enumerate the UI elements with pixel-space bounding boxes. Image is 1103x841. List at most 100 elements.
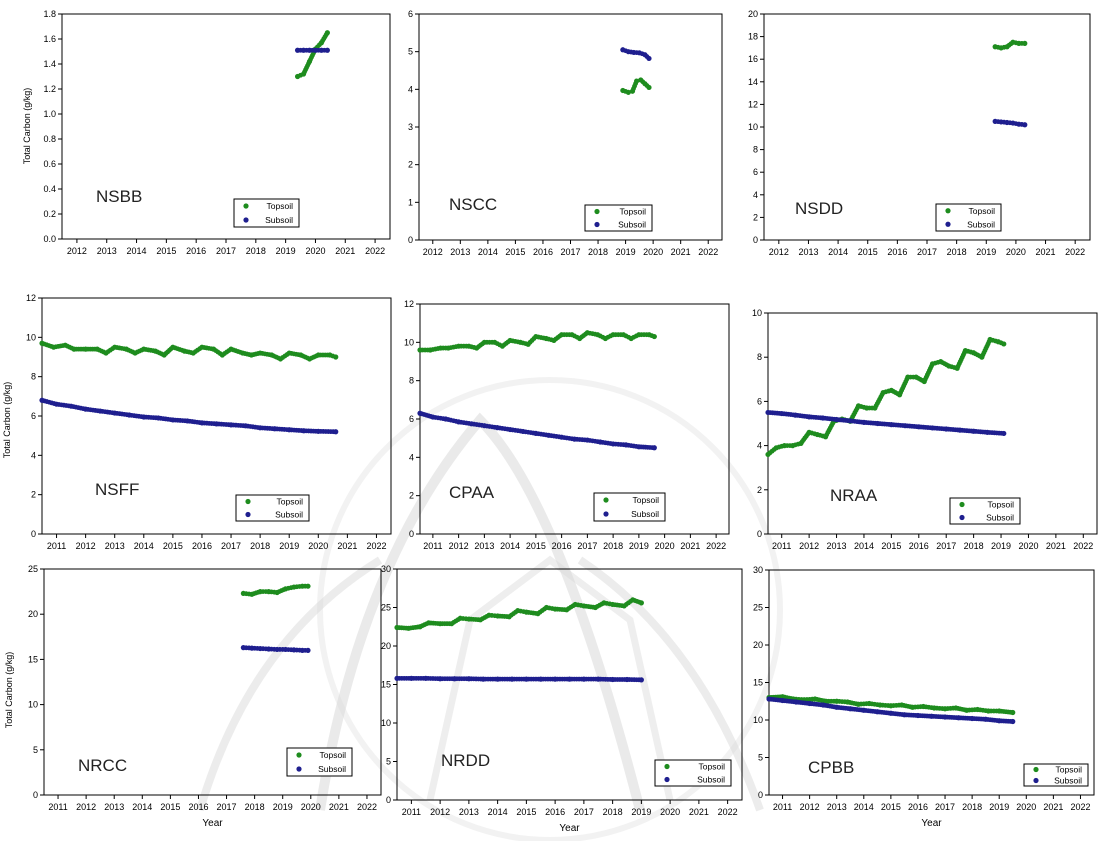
y-tick-label: 25 bbox=[753, 603, 763, 613]
y-tick-label: 5 bbox=[758, 753, 763, 763]
x-tick-label: 2021 bbox=[680, 541, 700, 551]
series-subsoil bbox=[39, 397, 339, 435]
x-tick-label: 2017 bbox=[560, 247, 580, 257]
y-tick-label: 0.4 bbox=[43, 184, 56, 194]
x-tick-label: 2014 bbox=[854, 541, 874, 551]
x-tick-label: 2020 bbox=[308, 541, 328, 551]
y-tick-label: 8 bbox=[31, 372, 36, 382]
y-tick-label: 0 bbox=[758, 790, 763, 800]
x-tick-label: 2013 bbox=[798, 247, 818, 257]
legend-marker-subsoil bbox=[603, 511, 609, 517]
x-tick-label: 2011 bbox=[772, 541, 791, 551]
x-tick-label: 2017 bbox=[935, 802, 955, 812]
series-subsoil bbox=[240, 645, 311, 653]
x-tick-label: 2018 bbox=[962, 802, 982, 812]
x-tick-label: 2018 bbox=[250, 541, 270, 551]
y-tick-label: 3 bbox=[408, 122, 413, 132]
data-point bbox=[1010, 709, 1016, 716]
x-tick-label: 2015 bbox=[881, 802, 901, 812]
x-tick-label: 2022 bbox=[1070, 802, 1090, 812]
y-tick-label: 0 bbox=[386, 795, 391, 805]
legend-marker-subsoil bbox=[296, 766, 302, 772]
legend-marker-subsoil bbox=[945, 221, 951, 227]
y-tick-label: 6 bbox=[408, 9, 413, 19]
y-axis-label: Total Carbon (g/kg) bbox=[22, 88, 32, 165]
y-tick-label: 2 bbox=[753, 212, 758, 222]
y-tick-label: 6 bbox=[753, 167, 758, 177]
x-tick-label: 2022 bbox=[357, 802, 377, 812]
x-tick-label: 2018 bbox=[964, 541, 984, 551]
legend-marker-subsoil bbox=[594, 221, 600, 228]
x-tick-label: 2019 bbox=[991, 541, 1011, 551]
data-point bbox=[638, 600, 644, 606]
x-tick-label: 2017 bbox=[217, 802, 237, 812]
chart-panel-nraa: 0 2 4 6 8 10 2011 2012 2013 2014 2015 2016 2017 2018 2… bbox=[752, 308, 1098, 551]
data-point bbox=[1022, 122, 1028, 128]
y-tick-label: 30 bbox=[753, 565, 763, 575]
x-tick-label: 2017 bbox=[936, 541, 956, 551]
x-tick-label: 2014 bbox=[488, 807, 508, 817]
chart-panel-nsff: 0 2 4 6 8 10 12 2011 2012 2013 2014 2015 2016 2017 201… bbox=[2, 293, 392, 551]
y-tick-label: 4 bbox=[408, 84, 413, 94]
legend-label-topsoil: Topsoil bbox=[267, 201, 294, 211]
y-tick-label: 10 bbox=[752, 308, 762, 318]
x-tick-label: 2015 bbox=[858, 247, 878, 257]
y-tick-label: 20 bbox=[753, 640, 763, 650]
y-tick-label: 5 bbox=[386, 757, 391, 767]
legend-label-topsoil: Topsoil bbox=[620, 207, 647, 217]
site-label: NSBB bbox=[96, 187, 142, 206]
x-tick-label: 2011 bbox=[402, 807, 421, 817]
legend-label-topsoil: Topsoil bbox=[1056, 765, 1083, 775]
y-tick-label: 10 bbox=[26, 332, 36, 342]
data-point bbox=[324, 47, 330, 53]
x-tick-label: 2011 bbox=[773, 802, 792, 812]
y-tick-label: 0 bbox=[31, 529, 36, 539]
chart-panel-nsbb: 0.0 0.2 0.4 0.6 0.8 1.0 1.2 1.4 1.6 1.8 2012 2013 20… bbox=[22, 9, 391, 256]
x-tick-label: 2022 bbox=[718, 807, 738, 817]
x-tick-label: 2015 bbox=[163, 541, 183, 551]
legend-label-subsoil: Subsoil bbox=[1054, 776, 1082, 786]
x-tick-label: 2017 bbox=[917, 247, 937, 257]
x-tick-label: 2020 bbox=[655, 541, 675, 551]
x-tick-label: 2016 bbox=[192, 541, 212, 551]
site-label: NRDD bbox=[441, 751, 490, 770]
x-tick-label: 2019 bbox=[279, 541, 299, 551]
series-subsoil bbox=[992, 118, 1028, 128]
series-subsoil bbox=[294, 47, 330, 53]
series-subsoil bbox=[766, 696, 1016, 725]
y-tick-label: 12 bbox=[748, 99, 758, 109]
y-tick-label: 14 bbox=[748, 77, 758, 87]
series-topsoil bbox=[765, 336, 1007, 458]
x-tick-label: 2020 bbox=[660, 807, 680, 817]
data-point bbox=[651, 445, 657, 451]
y-tick-label: 0.2 bbox=[43, 209, 56, 219]
x-tick-label: 2015 bbox=[160, 802, 180, 812]
x-tick-label: 2020 bbox=[1016, 802, 1036, 812]
y-tick-label: 0 bbox=[409, 529, 414, 539]
x-tick-label: 2016 bbox=[545, 807, 565, 817]
y-tick-label: 2 bbox=[408, 160, 413, 170]
y-tick-label: 25 bbox=[28, 564, 38, 574]
site-label: NRCC bbox=[78, 756, 127, 775]
legend-marker-topsoil bbox=[594, 208, 600, 215]
y-axis-label: Total Carbon (g/kg) bbox=[2, 382, 12, 459]
x-tick-label: 2019 bbox=[273, 802, 293, 812]
x-tick-label: 2019 bbox=[989, 802, 1009, 812]
data-point bbox=[646, 84, 652, 91]
chart-panel-nscc: 0 1 2 3 4 5 6 2012 2013 2014 2015 2016 2017 2018 2019 2… bbox=[408, 9, 723, 257]
data-point bbox=[638, 677, 644, 683]
x-tick-label: 2017 bbox=[577, 541, 597, 551]
y-tick-label: 25 bbox=[381, 603, 391, 613]
data-point bbox=[1022, 40, 1028, 46]
site-label: NSFF bbox=[95, 480, 139, 499]
x-tick-label: 2012 bbox=[76, 802, 96, 812]
x-tick-label: 2021 bbox=[671, 247, 691, 257]
legend-box bbox=[286, 747, 353, 777]
legend-marker-topsoil bbox=[1033, 766, 1039, 773]
legend-marker-subsoil bbox=[664, 776, 670, 783]
data-point bbox=[305, 647, 311, 653]
x-tick-label: 2014 bbox=[500, 541, 520, 551]
legend-label-topsoil: Topsoil bbox=[969, 206, 996, 216]
chart-panel-cpbb: 0 5 10 15 20 25 30 2011 2012 2013 2014 2015 2016 2017… bbox=[753, 565, 1095, 829]
